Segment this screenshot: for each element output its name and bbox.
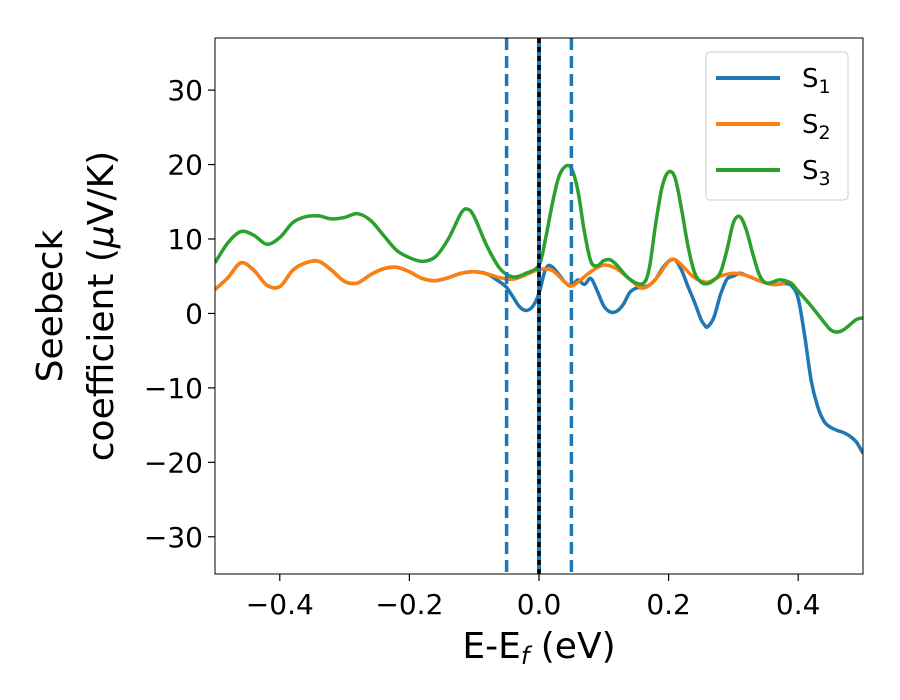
- y-tick-label: 30: [167, 74, 203, 107]
- y-tick-label: 20: [167, 149, 203, 182]
- y-axis-title-line2: coefficient (μV/K): [81, 151, 122, 461]
- y-axis-title-line1: Seebeck: [30, 229, 71, 382]
- plot-area: [215, 38, 863, 574]
- x-tick-label: −0.2: [375, 588, 443, 621]
- legend: S1 S2 S3: [705, 51, 849, 201]
- x-tick-label: 0.0: [517, 588, 562, 621]
- x-tick-label: 0.4: [776, 588, 821, 621]
- legend-label-s2: S2: [802, 110, 831, 144]
- y-axis-title: Seebeck coefficient (μV/K): [30, 151, 122, 461]
- series-line-s3: [215, 163, 863, 334]
- series-line-s2: [215, 257, 786, 291]
- y-tick-label: −10: [144, 372, 203, 405]
- legend-label-s3: S3: [802, 156, 831, 190]
- y-tick-label: −30: [144, 521, 203, 554]
- axis-ticks: −0.4 −0.2 0.0 0.2 0.4 30 20 10 0 −10 −20 −30: [144, 74, 821, 621]
- y-tick-label: −20: [144, 446, 203, 479]
- y-tick-label: 0: [185, 297, 203, 330]
- x-axis-title: E-Ef (eV): [462, 626, 615, 670]
- legend-label-s1: S1: [802, 64, 831, 98]
- x-tick-label: 0.2: [646, 588, 691, 621]
- y-tick-label: 10: [167, 223, 203, 256]
- x-tick-label: −0.4: [246, 588, 314, 621]
